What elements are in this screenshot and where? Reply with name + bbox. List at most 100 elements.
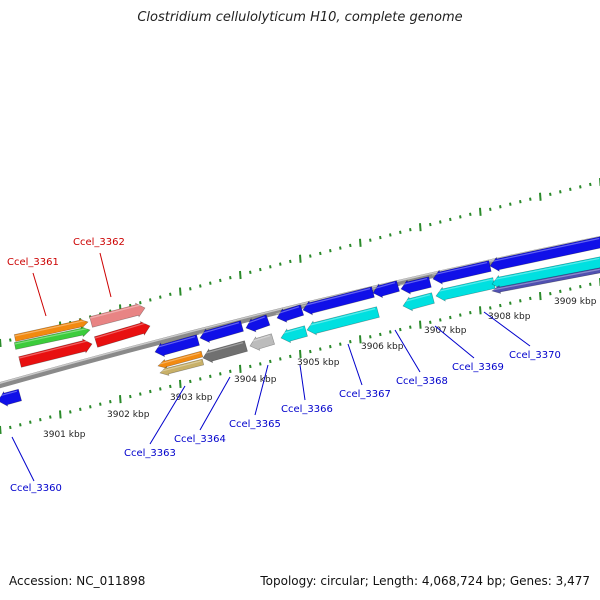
callout-line-ccel-3364	[199, 376, 231, 431]
feature-arrow-ccel-3365-shine	[248, 335, 271, 343]
backbone-highlight	[0, 236, 600, 384]
forward-tick	[249, 270, 252, 274]
forward-tick	[319, 251, 322, 256]
forward-tick	[209, 281, 212, 285]
reverse-tick	[69, 410, 72, 414]
reverse-tick	[549, 292, 552, 296]
reverse-tick	[429, 320, 432, 325]
feature-arrow-ccel-3366-shine	[279, 327, 304, 335]
gene-label-ccel-3366[interactable]: Ccel_3366	[281, 404, 333, 415]
gene-arrow-ccel-3360	[0, 388, 22, 407]
reverse-tick	[479, 306, 482, 315]
forward-tick	[189, 287, 192, 291]
callout-line-ccel-3360	[11, 436, 35, 482]
gene-arrow-ccel-3366	[276, 304, 305, 323]
reverse-tick	[409, 325, 412, 329]
reverse-tick	[349, 340, 352, 344]
reverse-tick	[19, 423, 22, 427]
forward-tick	[9, 338, 12, 342]
reverse-tick	[199, 377, 202, 381]
reverse-tick	[59, 410, 62, 419]
scale-label: 3902 kbp	[107, 410, 150, 420]
gene-arrow-ccel-3367	[302, 286, 375, 316]
gene-label-ccel-3360[interactable]: Ccel_3360	[10, 483, 62, 494]
forward-tick	[589, 182, 592, 187]
callout-line-ccel-3370	[483, 311, 531, 347]
callout-line-ccel-3365	[254, 364, 269, 416]
reverse-tick	[559, 289, 562, 294]
reverse-tick	[369, 335, 372, 339]
reverse-tick	[249, 364, 252, 369]
reverse-tick	[469, 311, 472, 315]
reverse-tick	[219, 372, 222, 376]
forward-tick	[559, 190, 562, 194]
gene-label-ccel-3369[interactable]: Ccel_3369	[452, 362, 504, 373]
gene-label-ccel-3367[interactable]: Ccel_3367	[339, 389, 391, 400]
feature-arrow-ccel-3362	[94, 321, 151, 348]
reverse-tick	[329, 344, 332, 349]
reverse-tick	[379, 332, 382, 337]
gene-label-ccel-3365[interactable]: Ccel_3365	[229, 419, 281, 430]
forward-tick	[479, 207, 482, 216]
forward-tick	[289, 259, 292, 264]
feature-arrow-ccel-3370-shine	[491, 257, 600, 281]
feature-arrow-ccel-3367	[306, 306, 380, 336]
forward-tick	[339, 246, 342, 250]
forward-tick	[239, 270, 242, 280]
gene-label-ccel-3362[interactable]: Ccel_3362	[73, 237, 125, 248]
forward-tick	[389, 233, 392, 237]
genome-summary-text: Topology: circular; Length: 4,068,724 bp…	[260, 574, 590, 588]
callout-line-ccel-3368	[394, 329, 421, 373]
forward-tick	[359, 238, 362, 247]
feature-arrow-ccel-3368	[402, 292, 435, 312]
reverse-tick	[49, 415, 52, 419]
reverse-tick	[279, 357, 282, 361]
scale-label: 3908 kbp	[488, 312, 531, 322]
forward-tick	[469, 212, 472, 217]
gene-arrow-ccel-3361-shine	[14, 319, 86, 337]
reverse-tick	[99, 402, 102, 406]
callout-line-ccel-3363	[149, 385, 186, 445]
reverse-tick	[339, 342, 342, 346]
reverse-tick	[519, 299, 522, 303]
reverse-tick	[109, 399, 112, 404]
accession-text: Accession: NC_011898	[9, 574, 146, 588]
gene-label-ccel-3368[interactable]: Ccel_3368	[396, 376, 448, 387]
forward-tick	[399, 230, 402, 235]
forward-tick	[449, 217, 452, 222]
scale-label: 3905 kbp	[297, 358, 340, 368]
reverse-tick	[399, 327, 402, 332]
gene-arrow-ccel-3360-shine	[0, 390, 18, 397]
reverse-tick	[509, 301, 512, 305]
reverse-tick	[119, 395, 122, 404]
reverse-tick	[459, 313, 462, 317]
forward-tick	[429, 222, 432, 227]
gene-arrow-ccel-3368-shine	[371, 282, 396, 290]
reverse-tick	[319, 347, 322, 351]
gene-label-ccel-3361[interactable]: Ccel_3361	[7, 257, 59, 268]
reverse-tick	[579, 284, 582, 289]
feature-arrow-ccel-3364	[202, 340, 248, 364]
reverse-tick	[89, 405, 92, 409]
gene-label-ccel-3364[interactable]: Ccel_3364	[174, 434, 226, 445]
scale-label: 3903 kbp	[170, 393, 213, 403]
gene-label-ccel-3370[interactable]: Ccel_3370	[509, 350, 561, 361]
forward-tick	[459, 215, 462, 219]
reverse-tick	[289, 354, 292, 359]
reverse-tick	[489, 306, 492, 310]
reverse-tick	[359, 335, 362, 344]
reverse-tick	[539, 292, 542, 301]
forward-tick	[349, 243, 352, 248]
reverse-tick	[209, 374, 212, 379]
reverse-tick	[269, 359, 272, 364]
gene-label-ccel-3363[interactable]: Ccel_3363	[124, 448, 176, 459]
gene-arrow-ccel-3362-shine	[89, 304, 143, 319]
forward-tick	[229, 276, 232, 280]
forward-tick	[499, 205, 502, 209]
forward-tick	[419, 223, 422, 232]
gene-arrow-ccel-3369-shine	[431, 261, 488, 276]
forward-tick	[149, 298, 152, 302]
reverse-tick	[569, 287, 572, 291]
callout-line-ccel-3362	[99, 252, 112, 298]
